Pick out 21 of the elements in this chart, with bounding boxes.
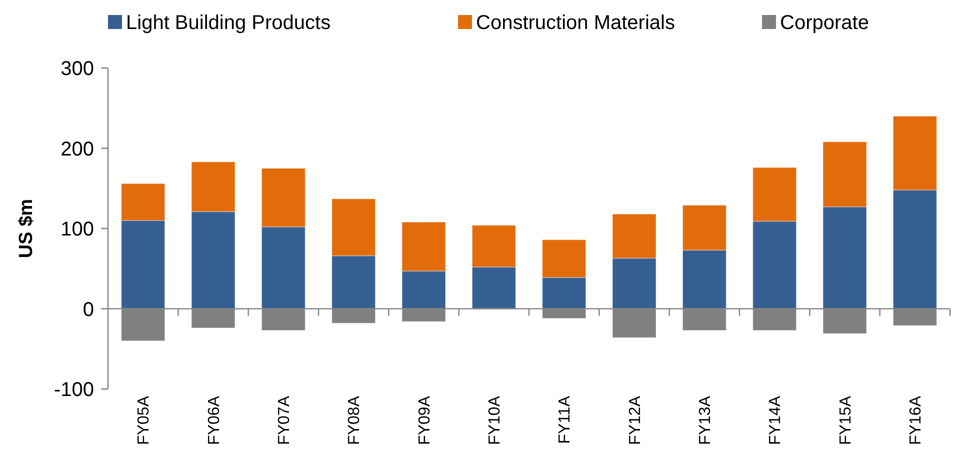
legend-label: Light Building Products [126,12,331,34]
x-tick-label: FY12A [626,396,644,445]
x-tick-label: FY05A [136,396,153,445]
x-tick-label: FY09A [416,396,434,445]
x-tick-label: FY10A [486,396,504,445]
y-tick-label: -100 [54,379,94,401]
x-tick-label: FY11A [556,396,574,444]
x-tick-label: FY16A [908,396,925,445]
x-tick-label: FY14A [767,396,784,445]
x-tick-label: FY06A [206,396,223,445]
x-tick-label: FY15A [837,396,854,445]
legend-label: Construction Materials [476,12,675,34]
x-tick-label: FY08A [346,396,364,445]
y-tick-label: 0 [82,298,94,321]
y-axis-title: US $m [16,198,37,258]
x-tick-label: FY07A [276,396,294,445]
x-tick-label: FY13A [697,396,714,445]
legend-label: Corporate [780,12,869,34]
y-tick-label: 300 [60,58,94,80]
y-tick-label: 200 [60,138,94,160]
y-tick-label: 100 [60,218,94,240]
